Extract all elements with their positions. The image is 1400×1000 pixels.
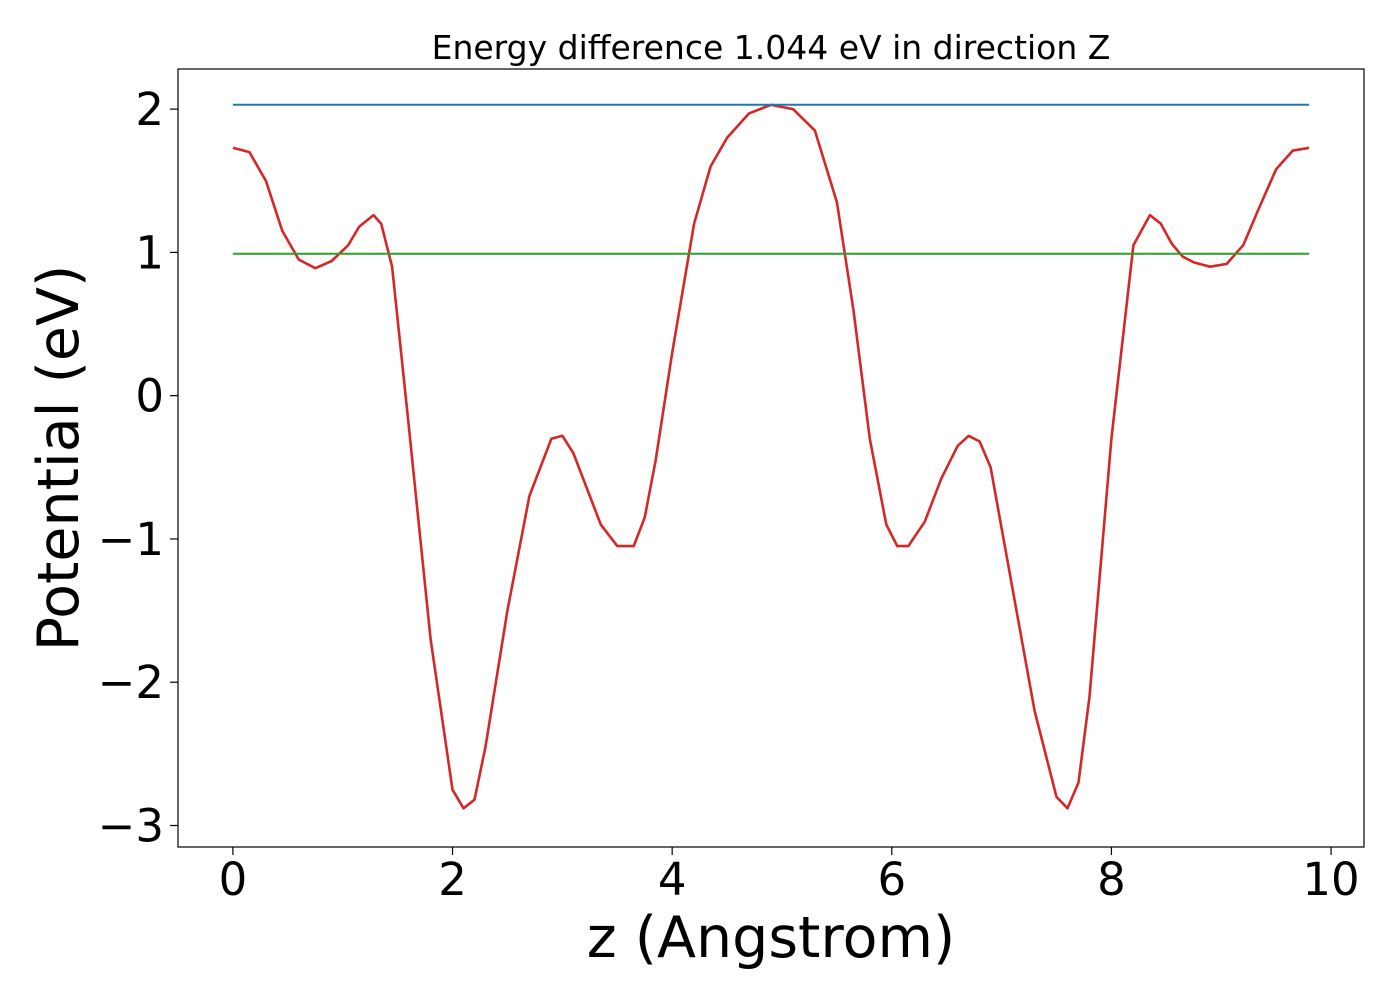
plot-frame: [177, 68, 1365, 848]
y-tick-label: −2: [98, 656, 164, 709]
x-tick-label: 4: [658, 853, 687, 906]
x-tick-label: 0: [219, 853, 248, 906]
chart-title: Energy difference 1.044 eV in direction …: [432, 28, 1111, 67]
series-layer: [232, 103, 1310, 810]
y-tick-label: 1: [135, 226, 164, 279]
y-tick-label: 2: [135, 83, 164, 136]
y-tick-label: −3: [98, 800, 164, 853]
x-tick-label: 2: [438, 853, 467, 906]
y-tick-label: 0: [135, 370, 164, 423]
x-axis-label: z (Angstrom): [587, 905, 955, 971]
tick-layer: 0 2 4 6 8 10 −3 −2 −1 0 1 2: [98, 83, 1360, 906]
y-tick-label: −1: [98, 513, 164, 566]
x-tick-label: 6: [877, 853, 906, 906]
x-tick-label: 10: [1302, 853, 1359, 906]
y-axis-label: Potential (eV): [26, 265, 92, 651]
potential-curve: [232, 103, 1310, 810]
x-tick-label: 8: [1097, 853, 1126, 906]
